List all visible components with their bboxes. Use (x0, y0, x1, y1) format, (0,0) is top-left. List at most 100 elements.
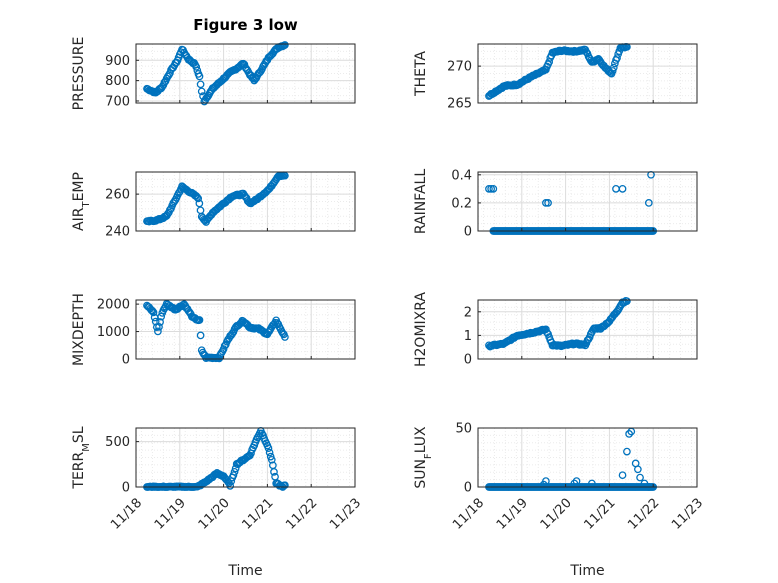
x-tick-label: 11/18 (108, 496, 145, 533)
data-point (489, 185, 498, 193)
y-tick-label: 265 (447, 97, 472, 112)
panel-bottom-right: 0 50 11/18 11/19 11/20 11/21 11/22 11/23 Time SUN… (413, 422, 706, 580)
y-tick-label: 0 (122, 353, 130, 368)
y-tick-label: 2000 (97, 298, 130, 313)
panel-top-left: 700 800 900 PRESSURE (71, 37, 356, 111)
data-point (264, 444, 273, 453)
x-tick-label: 11/20 (538, 496, 575, 533)
y-axis-label-suffix: SL (71, 426, 87, 443)
y-axis-label-main: RAINFALL (413, 169, 429, 234)
axes-frame (135, 171, 356, 232)
x-tick-label: 11/23 (669, 496, 706, 533)
x-tick-label: 11/19 (494, 496, 531, 533)
y-tick-label: 0 (464, 225, 472, 240)
data-point (220, 341, 229, 350)
minor-grid (478, 428, 697, 487)
x-tick-label: 11/22 (283, 496, 320, 533)
y-axis-label: SUNFLUX (413, 426, 434, 489)
y-axis-label-main: MIXDEPTH (71, 293, 87, 366)
y-axis-label-main: PRESSURE (71, 37, 87, 111)
data-point (194, 194, 203, 203)
y-axis-label-suffix: EMP (71, 172, 87, 201)
y-axis-label-main: AIR (71, 207, 87, 231)
axes-frame (477, 171, 698, 232)
data-point (485, 185, 493, 193)
axes-frame (135, 427, 356, 488)
data-point (623, 297, 631, 306)
data-point (166, 206, 174, 214)
y-axis-label-main: SUN (413, 459, 429, 489)
y-tick-label: 0 (122, 481, 130, 496)
data-point (240, 60, 249, 69)
data-series (143, 427, 289, 491)
data-point (219, 345, 228, 353)
data-point (582, 48, 591, 56)
data-point (545, 58, 554, 66)
y-tick-label: 1 (464, 329, 472, 344)
data-point (158, 82, 167, 91)
y-axis-label-main: H2OMIXRA (413, 292, 429, 367)
y-axis-label-main: TERR (71, 451, 87, 489)
y-tick-label: 900 (105, 54, 130, 69)
data-point (273, 319, 282, 327)
data-point (623, 447, 631, 456)
data-point (543, 328, 551, 337)
data-point (163, 210, 172, 218)
data-series (143, 299, 289, 363)
data-point (154, 327, 162, 336)
y-tick-label: 0.2 (451, 196, 472, 211)
data-point (170, 197, 179, 206)
data-point (195, 199, 204, 208)
data-point (267, 455, 276, 464)
data-point (156, 318, 164, 326)
y-axis-label-main: THETA (413, 51, 429, 97)
data-point (572, 477, 581, 485)
y-axis-label-subscript: F (423, 453, 434, 459)
data-point (197, 87, 206, 96)
minor-grid (136, 428, 355, 487)
data-point (251, 75, 260, 83)
data-point (281, 333, 289, 341)
panel-third-left: 0 1000 2000 MIXDEPTH (71, 293, 356, 368)
data-point (281, 481, 289, 490)
data-point (609, 63, 618, 72)
y-tick-label: 0 (464, 353, 472, 368)
data-point (151, 317, 160, 326)
x-tick-label: 11/21 (239, 496, 276, 533)
data-point (605, 67, 614, 76)
y-tick-label: 50 (455, 422, 472, 437)
axes-frame (477, 43, 698, 104)
data-point (608, 67, 617, 75)
data-series (143, 41, 289, 106)
x-tick-label: 11/23 (327, 496, 364, 533)
data-point (544, 199, 552, 207)
data-point (195, 316, 204, 324)
data-point (195, 72, 204, 81)
data-point (625, 430, 633, 438)
y-axis-label-subscript: M (81, 443, 92, 452)
y-axis-label: MIXDEPTH (71, 293, 87, 366)
data-point (278, 329, 287, 338)
y-tick-label: 270 (447, 60, 472, 75)
data-point (265, 448, 274, 457)
data-point (174, 189, 183, 197)
y-axis-label: TERRMSL (71, 426, 92, 489)
axes-frame (477, 427, 698, 488)
x-axis-label: Time (569, 563, 604, 579)
data-point (634, 465, 642, 474)
panel-bottom-left: 0 500 11/18 11/19 11/20 11/21 11/22 11/23 Time TE… (71, 426, 364, 579)
x-tick-label: 11/22 (625, 496, 662, 533)
y-axis-label-suffix: LUX (413, 426, 429, 453)
data-point (224, 477, 232, 486)
axes-frame (135, 299, 356, 360)
data-point (636, 473, 644, 482)
data-point (155, 323, 163, 331)
figure-title: Figure 3 low (193, 16, 298, 34)
y-tick-label: 800 (105, 74, 130, 89)
data-point (618, 471, 627, 480)
data-point (239, 59, 248, 68)
data-point (192, 62, 201, 71)
data-point (228, 329, 237, 338)
y-tick-label: 1000 (97, 325, 130, 340)
data-point (230, 467, 239, 476)
